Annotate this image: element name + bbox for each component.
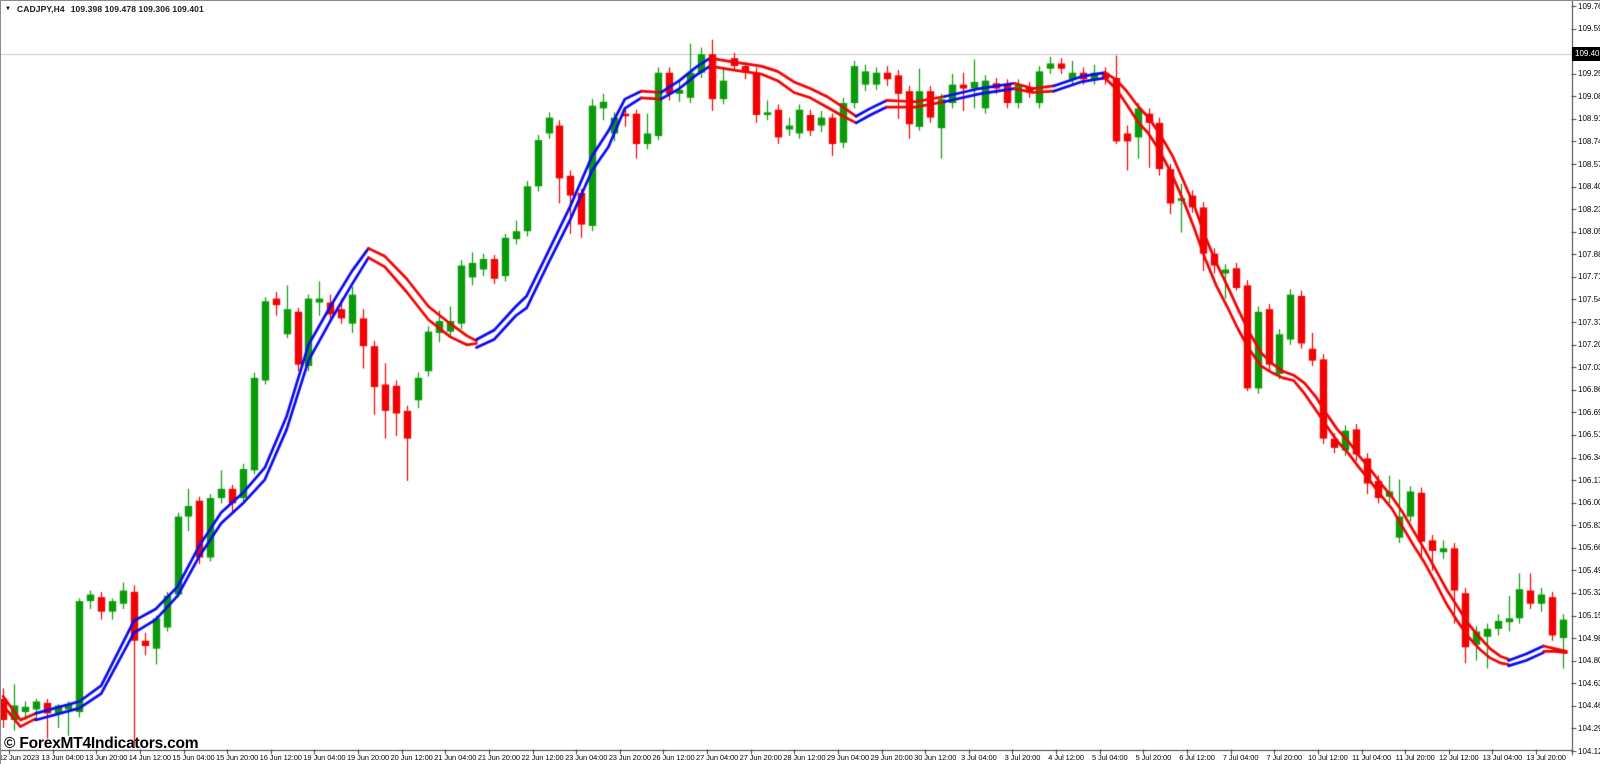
price-axis-label: 108.400 (1578, 182, 1600, 192)
time-axis-label: 7 Jul 20:00 (1266, 753, 1303, 762)
price-axis-label: 109.595 (1578, 24, 1600, 34)
time-axis-label: 16 Jun 12:00 (259, 753, 302, 762)
time-axis-label: 23 Jun 20:00 (608, 753, 651, 762)
price-axis-label: 105.835 (1578, 520, 1600, 530)
price-axis-label: 105.660 (1578, 543, 1600, 553)
time-axis-label: 27 Jun 20:00 (739, 753, 782, 762)
time-axis-label: 12 Jun 2023 (0, 753, 40, 762)
price-axis-label: 107.885 (1578, 249, 1600, 259)
price-axis-label: 106.515 (1578, 430, 1600, 440)
price-axis-label: 108.230 (1578, 204, 1600, 214)
time-axis-label: 6 Jul 12:00 (1179, 753, 1215, 762)
time-axis-label: 10 Jul 12:00 (1308, 753, 1348, 762)
ohlc-readout: 109.398 109.478 109.306 109.401 (70, 4, 204, 14)
price-axis-label: 104.295 (1578, 723, 1600, 733)
time-axis-label: 4 Jul 12:00 (1048, 753, 1084, 762)
price-axis-label: 105.150 (1578, 611, 1600, 621)
price-axis[interactable]: 109.765109.595109.425109.255109.085108.9… (1578, 1, 1600, 764)
time-axis-label: 3 Jul 04:00 (961, 753, 997, 762)
price-axis-label: 109.085 (1578, 91, 1600, 101)
time-axis-label: 30 Jun 12:00 (914, 753, 957, 762)
price-axis-label: 105.490 (1578, 565, 1600, 575)
price-axis-label: 104.635 (1578, 678, 1600, 688)
price-axis-label: 107.375 (1578, 317, 1600, 327)
price-axis-label: 107.715 (1578, 272, 1600, 282)
time-axis-label: 11 Jul 20:00 (1395, 753, 1435, 762)
price-axis-label: 106.175 (1578, 475, 1600, 485)
time-axis-label: 13 Jun 20:00 (85, 753, 128, 762)
time-axis-label: 13 Jul 04:00 (1482, 753, 1523, 762)
time-axis-label: 5 Jul 20:00 (1135, 753, 1172, 762)
watermark: © ForexMT4Indicators.com (4, 735, 199, 752)
price-axis-label: 106.860 (1578, 385, 1600, 395)
time-axis-label: 23 Jun 04:00 (565, 753, 608, 762)
time-axis-label: 12 Jul 12:00 (1438, 753, 1479, 762)
time-axis-label: 21 Jun 04:00 (434, 753, 477, 762)
price-axis-label: 109.255 (1578, 69, 1600, 79)
price-axis-label: 104.125 (1578, 746, 1600, 756)
price-axis-label: 105.320 (1578, 588, 1600, 598)
symbol-period-label: CADJPY,H4 (17, 4, 65, 14)
time-axis-label: 11 Jul 04:00 (1351, 753, 1392, 762)
price-axis-label: 108.570 (1578, 159, 1600, 169)
chart-header: ▼ CADJPY,H4 109.398 109.478 109.306 109.… (5, 4, 204, 14)
time-axis-label: 29 Jun 20:00 (870, 753, 913, 762)
price-axis-label: 107.545 (1578, 294, 1600, 304)
time-axis-label: 14 Jun 12:00 (128, 753, 171, 762)
time-axis-label: 5 Jul 04:00 (1091, 753, 1128, 762)
current-price-box: 109.401 (1572, 47, 1600, 61)
price-axis-label: 106.690 (1578, 407, 1600, 417)
time-axis-label: 20 Jun 12:00 (390, 753, 433, 762)
price-axis-label: 106.005 (1578, 498, 1600, 508)
time-axis-label: 15 Jun 04:00 (172, 753, 215, 762)
time-axis-label: 15 Jun 20:00 (216, 753, 259, 762)
time-axis-label: 19 Jun 20:00 (346, 753, 390, 762)
time-axis-label: 13 Jul 20:00 (1526, 753, 1566, 762)
price-axis-label: 107.200 (1578, 340, 1600, 350)
time-axis-label: 22 Jun 12:00 (521, 753, 564, 762)
price-axis-label: 108.740 (1578, 136, 1600, 146)
chevron-down-icon[interactable]: ▼ (5, 6, 12, 12)
time-axis-label: 28 Jun 12:00 (783, 753, 826, 762)
time-axis[interactable]: 12 Jun 2023 13 Jun 04:00 13 Jun 20:00 14 Ju… (1, 753, 1572, 764)
price-axis-label: 107.030 (1578, 362, 1600, 372)
time-axis-label: 21 Jun 20:00 (477, 753, 521, 762)
current-price-value: 109.401 (1575, 49, 1600, 58)
price-axis-label: 104.465 (1578, 701, 1600, 711)
time-axis-label: 26 Jun 12:00 (652, 753, 695, 762)
price-axis-label: 106.345 (1578, 453, 1600, 463)
time-axis-label: 3 Jul 20:00 (1004, 753, 1041, 762)
time-axis-label: 27 Jun 04:00 (695, 753, 739, 762)
price-axis-label: 104.805 (1578, 656, 1600, 666)
price-axis-label: 109.765 (1578, 1, 1600, 11)
time-axis-label: 7 Jul 04:00 (1222, 753, 1259, 762)
price-axis-label: 108.055 (1578, 227, 1600, 237)
time-axis-label: 13 Jun 04:00 (41, 753, 84, 762)
price-axis-label: 104.980 (1578, 633, 1600, 643)
price-axis-label: 108.910 (1578, 114, 1600, 124)
time-axis-label: 19 Jun 04:00 (303, 753, 346, 762)
time-axis-label: 29 Jun 04:00 (826, 753, 870, 762)
